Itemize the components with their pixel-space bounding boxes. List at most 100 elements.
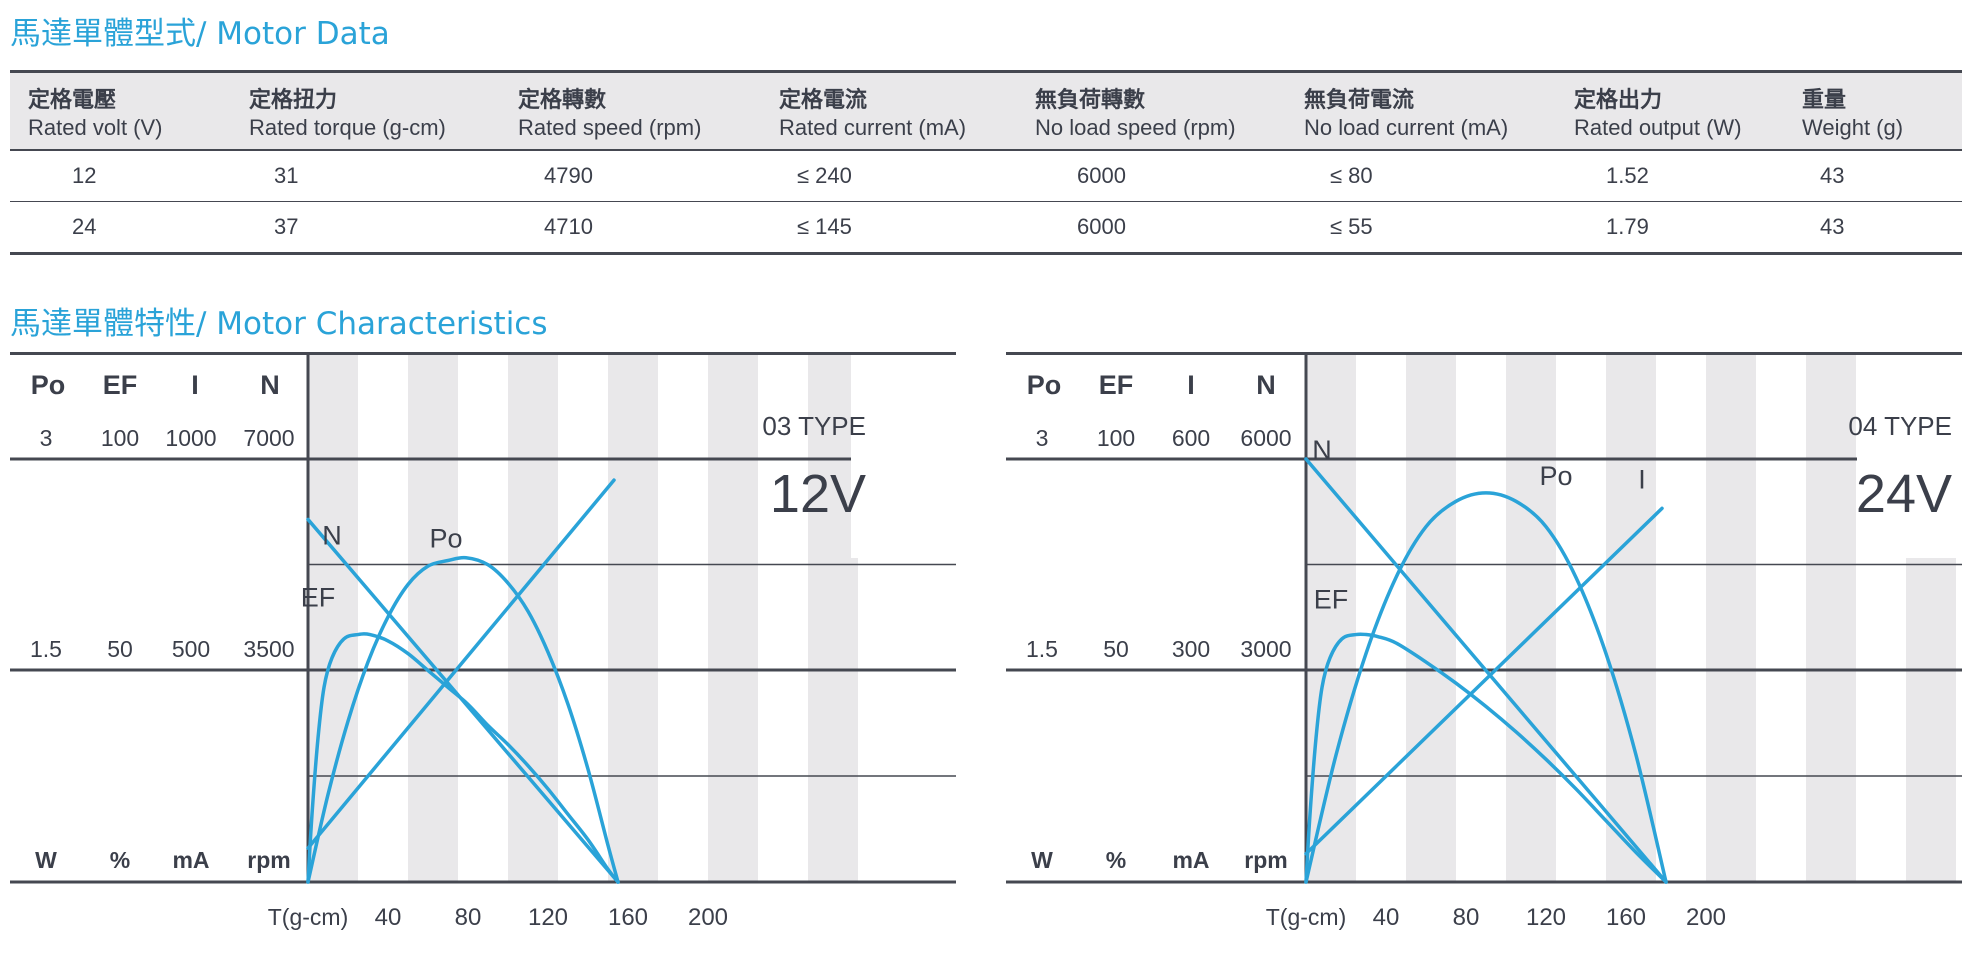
- axis-header-i: I: [1187, 370, 1195, 400]
- motor-characteristics-chart-04-type: Po EF I N 3 100 600 6000 1.5 50 300 3000 W% mA rpm T(g-…: [1006, 352, 1962, 931]
- axis-header-i: I: [191, 370, 199, 400]
- axis-header-ef: EF: [103, 370, 138, 400]
- column-header-weight: 重量 Weight (g): [1784, 70, 1962, 151]
- unit-label: rpm: [1244, 847, 1287, 873]
- table-row: 12 31 4790 ≤ 240 6000 ≤ 80 1.52 43: [10, 150, 1962, 202]
- unit-label: rpm: [247, 847, 290, 873]
- column-header-en: Weight (g): [1802, 115, 1904, 140]
- column-header-en: No load speed (rpm): [1035, 115, 1236, 140]
- x-tick-label: 200: [688, 904, 728, 931]
- x-tick-label: 160: [1606, 904, 1646, 931]
- curve-i: [1304, 506, 1664, 856]
- column-header-zh: 定格扭力: [249, 88, 338, 113]
- table-cell: 24: [10, 201, 231, 255]
- scale-mid-value: 3500: [243, 636, 294, 662]
- table-cell: 4710: [500, 201, 761, 255]
- grid-band: [608, 352, 658, 882]
- axis-header-ef: EF: [1099, 370, 1134, 400]
- grid-band: [1606, 352, 1656, 882]
- column-header-rated-output: 定格出力 Rated output (W): [1556, 70, 1784, 151]
- table-cell: 37: [231, 201, 500, 255]
- scale-mid-value: 1.5: [1026, 636, 1058, 662]
- axis-header-n: N: [260, 370, 280, 400]
- scale-mid-value: 3000: [1240, 636, 1291, 662]
- column-header-rated-torque: 定格扭力 Rated torque (g-cm): [231, 70, 500, 151]
- table-cell: 6000: [1017, 201, 1286, 255]
- grid-band: [1806, 352, 1856, 882]
- scale-mid-value: 500: [172, 636, 210, 662]
- type-label-background: [1857, 354, 1962, 558]
- axis-header-po: Po: [1027, 370, 1062, 400]
- x-axis-title: T(g-cm): [1266, 904, 1346, 930]
- column-header-rated-speed: 定格轉數 Rated speed (rpm): [500, 70, 761, 151]
- motor-characteristics-title: 馬達單體特性/ Motor Characteristics: [10, 306, 548, 342]
- scale-top-value: 1000: [165, 425, 216, 451]
- column-header-rated-current: 定格電流 Rated current (mA): [761, 70, 1017, 151]
- axis-header-po: Po: [31, 370, 66, 400]
- x-tick-label: 80: [455, 904, 482, 931]
- scale-top-value: 100: [1097, 425, 1135, 451]
- column-header-no-load-speed: 無負荷轉數 No load speed (rpm): [1017, 70, 1286, 151]
- x-tick-label: 120: [1526, 904, 1566, 931]
- type-label-background: [851, 354, 956, 558]
- column-header-en: No load current (mA): [1304, 115, 1509, 140]
- x-tick-label: 40: [1373, 904, 1400, 931]
- unit-label: %: [1106, 847, 1126, 873]
- column-header-zh: 重量: [1802, 88, 1847, 113]
- curve-label-ef: EF: [301, 583, 336, 613]
- scale-top-value: 3: [40, 425, 53, 451]
- table-cell: 4790: [500, 150, 761, 202]
- voltage-label: 24V: [1856, 464, 1952, 524]
- column-header-en: Rated current (mA): [779, 115, 967, 140]
- scale-top-value: 6000: [1240, 425, 1291, 451]
- column-header-zh: 定格電流: [779, 88, 868, 113]
- axis-header-n: N: [1256, 370, 1276, 400]
- curve-po: [306, 555, 620, 884]
- unit-label: %: [110, 847, 130, 873]
- curve-label-po: Po: [429, 524, 462, 554]
- scale-top-value: 600: [1172, 425, 1210, 451]
- column-header-zh: 無負荷轉數: [1035, 88, 1146, 113]
- curve-label-i: I: [1638, 464, 1646, 494]
- motor-data-table: 定格電壓 Rated volt (V) 定格扭力 Rated torque (g-c…: [10, 70, 1962, 255]
- grid-band: [308, 352, 358, 882]
- scale-top-value: 100: [101, 425, 139, 451]
- table-cell: ≤ 80: [1286, 150, 1556, 202]
- table-header-row: 定格電壓 Rated volt (V) 定格扭力 Rated torque (g-c…: [10, 70, 1962, 151]
- motor-data-title: 馬達單體型式/ Motor Data: [10, 16, 390, 52]
- curve-i: [306, 478, 616, 850]
- table-cell: 31: [231, 150, 500, 202]
- column-header-zh: 定格電壓: [28, 88, 117, 113]
- curve-label-ef: EF: [1314, 585, 1349, 615]
- motor-characteristics-chart-03-type: Po EF I N 3 100 1000 7000 1.5 50 500 3500 W% mA rpm T(g…: [10, 352, 956, 931]
- column-header-en: Rated speed (rpm): [518, 115, 702, 140]
- table-cell: 1.79: [1556, 201, 1784, 255]
- table-cell: 6000: [1017, 150, 1286, 202]
- scale-mid-value: 1.5: [30, 636, 62, 662]
- table-cell: ≤ 55: [1286, 201, 1556, 255]
- type-label: 04 TYPE: [1848, 411, 1952, 441]
- curve-n: [1304, 457, 1668, 884]
- x-tick-label: 120: [528, 904, 568, 931]
- scale-mid-value: 50: [1103, 636, 1129, 662]
- table-cell: ≤ 145: [761, 201, 1017, 255]
- type-label: 03 TYPE: [762, 411, 866, 441]
- curve-label-n: N: [1312, 435, 1332, 465]
- scale-mid-value: 300: [1172, 636, 1210, 662]
- curve-ef: [306, 632, 620, 884]
- x-tick-label: 80: [1453, 904, 1480, 931]
- grid-band: [1306, 352, 1356, 882]
- table-cell: 43: [1784, 150, 1962, 202]
- grid-band: [708, 352, 758, 882]
- table-cell: 1.52: [1556, 150, 1784, 202]
- x-tick-label: 200: [1686, 904, 1726, 931]
- x-tick-label: 40: [375, 904, 402, 931]
- grid-band: [408, 352, 458, 882]
- table-row: 24 37 4710 ≤ 145 6000 ≤ 55 1.79 43: [10, 201, 1962, 255]
- scale-top-value: 7000: [243, 425, 294, 451]
- voltage-label: 12V: [770, 464, 866, 524]
- column-header-no-load-current: 無負荷電流 No load current (mA): [1286, 70, 1556, 151]
- scale-top-value: 3: [1036, 425, 1049, 451]
- curve-label-n: N: [322, 520, 342, 550]
- table-cell: 43: [1784, 201, 1962, 255]
